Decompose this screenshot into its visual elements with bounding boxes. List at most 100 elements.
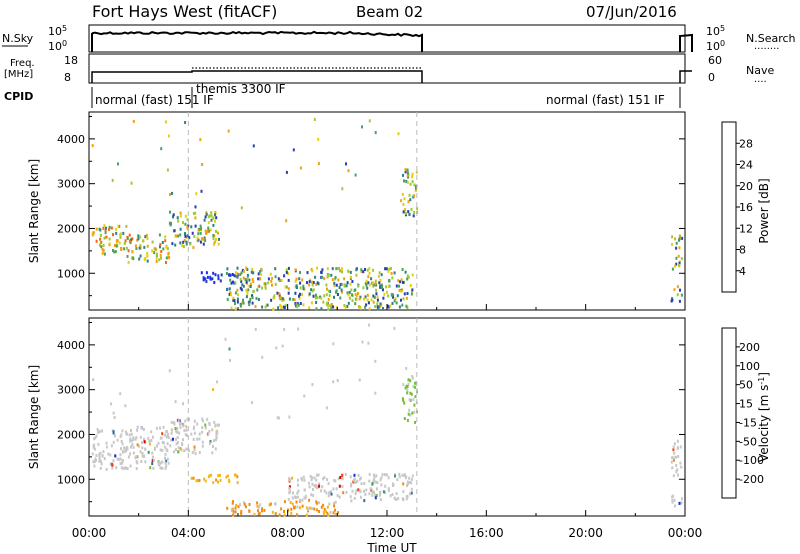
echo-cell — [116, 457, 119, 461]
echo-cell — [409, 182, 412, 186]
echo-cell — [308, 506, 311, 510]
echo-cell — [251, 296, 254, 300]
echo-cell — [102, 243, 105, 247]
echo-cell — [204, 426, 207, 430]
echo-cell — [390, 272, 393, 275]
echo-cell — [308, 485, 311, 489]
echo-cell — [164, 466, 167, 470]
echo-cell — [92, 378, 95, 382]
echo-cell — [350, 499, 353, 503]
echo-cell — [406, 482, 409, 486]
echo-cell — [283, 274, 286, 278]
echo-cell — [375, 494, 378, 497]
echo-cell — [242, 284, 245, 288]
echo-cell — [98, 243, 101, 247]
echo-cell — [381, 286, 383, 290]
colorbar-tick-label: 12 — [739, 222, 753, 235]
echo-cell — [672, 445, 675, 449]
echo-cell — [101, 454, 104, 458]
echo-cell — [232, 500, 234, 504]
echo-cell — [387, 489, 390, 492]
echo-cell — [341, 187, 344, 191]
echo-cell — [672, 494, 675, 498]
echo-cell — [408, 212, 411, 216]
echo-cell — [131, 250, 134, 254]
echo-cell — [292, 148, 295, 152]
radar-title: Fort Hays West (fitACF) — [92, 2, 277, 21]
echo-cell — [101, 247, 104, 251]
echo-cell — [175, 429, 178, 433]
echo-cell — [217, 423, 219, 427]
echo-cell — [326, 511, 329, 515]
echo-cell — [111, 178, 114, 182]
echo-cell — [165, 430, 168, 434]
echo-cell — [165, 459, 168, 463]
echo-cell — [104, 231, 107, 235]
echo-cell — [678, 261, 681, 265]
echo-cell — [317, 473, 320, 477]
echo-cell — [348, 296, 351, 300]
echo-cell — [314, 293, 317, 297]
echo-cell — [299, 166, 302, 170]
echo-cell — [333, 479, 336, 482]
echo-cell — [295, 513, 298, 517]
echo-cell — [413, 410, 415, 414]
echo-cell — [207, 215, 210, 219]
velocity-dashed-lines — [187, 318, 418, 516]
echo-cell — [153, 247, 156, 251]
echo-cell — [143, 437, 145, 441]
echo-cell — [210, 473, 213, 477]
echo-cell — [267, 277, 270, 281]
echo-cell — [264, 284, 267, 288]
echo-cell — [227, 129, 230, 133]
echo-cell — [365, 303, 368, 307]
echo-cell — [113, 416, 116, 419]
echo-cell — [131, 237, 134, 241]
echo-cell — [171, 191, 173, 195]
echo-cell — [294, 279, 297, 283]
echo-cell — [185, 428, 188, 432]
echo-cell — [186, 434, 188, 437]
echo-cell — [369, 487, 372, 491]
echo-cell — [112, 411, 115, 415]
echo-cell — [328, 502, 331, 506]
echo-cell — [214, 219, 216, 223]
echo-cell — [213, 240, 216, 244]
echo-cell — [226, 506, 229, 510]
echo-cell — [302, 284, 305, 288]
echo-cell — [212, 234, 215, 237]
echo-cell — [125, 447, 128, 451]
echo-cell — [368, 479, 371, 483]
echo-cell — [139, 435, 142, 439]
echo-cell — [310, 507, 313, 510]
echo-cell — [137, 234, 140, 238]
echo-cell — [397, 497, 400, 500]
echo-cell — [205, 212, 208, 216]
echo-cell — [198, 432, 201, 436]
echo-cell — [156, 252, 158, 256]
echo-cell — [385, 267, 388, 271]
echo-cell — [242, 269, 245, 273]
echo-cell — [119, 462, 122, 466]
echo-cell — [214, 273, 217, 277]
echo-cell — [349, 495, 352, 499]
echo-cell — [204, 277, 207, 281]
echo-cell — [215, 478, 218, 482]
echo-cell — [129, 452, 132, 456]
echo-cell — [257, 285, 260, 288]
echo-cell — [110, 444, 113, 448]
echo-cell — [676, 439, 679, 443]
echo-cell — [135, 460, 138, 464]
echo-cell — [252, 290, 255, 293]
echo-cell — [201, 163, 204, 166]
echo-cell — [380, 476, 383, 480]
echo-cell — [409, 379, 412, 383]
echo-cell — [311, 289, 314, 293]
echo-cell — [225, 272, 228, 275]
echo-cell — [134, 456, 137, 460]
echo-cell — [240, 509, 243, 513]
echo-cell — [296, 305, 299, 309]
echo-cell — [403, 179, 405, 183]
echo-cell — [294, 496, 297, 499]
echo-cell — [376, 481, 379, 485]
